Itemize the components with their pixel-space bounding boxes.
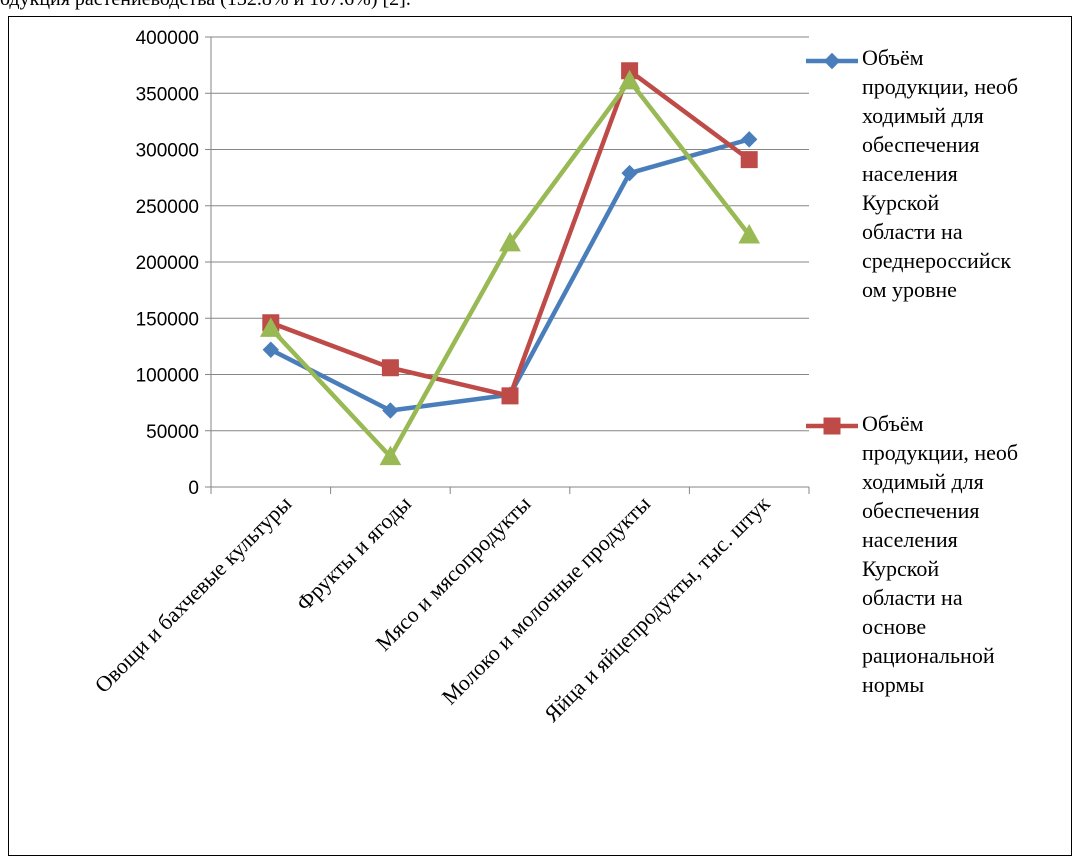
- y-axis-tick-labels: 0 50000 100000 150000 200000 250000 300000 3500…: [136, 28, 199, 499]
- preceding-text-line: одукция растениеводства (132.8% и 107.6%…: [0, 0, 411, 11]
- legend-label-series-1: Объём продукции, необ ходимый для обеспе…: [862, 45, 1019, 302]
- x-tick-label: Яйца и яйцепродукты, тыс. штук: [539, 491, 775, 727]
- series-2-point: [740, 151, 758, 169]
- x-tick-label: Молоко и молочные продукты: [437, 491, 656, 710]
- y-tick-label: 250000: [136, 197, 199, 218]
- legend-marker-series-2: [823, 417, 841, 435]
- y-tick-label: 150000: [136, 309, 199, 330]
- y-tick-label: 300000: [136, 141, 199, 162]
- y-tick-label: 400000: [136, 28, 199, 49]
- y-tick-label: 100000: [136, 366, 199, 387]
- x-tick-label: Овощи и бахчевые культуры: [90, 491, 297, 698]
- series-1-point: [382, 402, 399, 419]
- axes: [205, 36, 810, 494]
- legend-marker-series-1: [823, 52, 841, 70]
- series-3-point: [618, 69, 641, 90]
- legend-markers: [806, 52, 858, 435]
- series-1-point: [262, 341, 280, 358]
- y-tick-label: 50000: [146, 422, 199, 443]
- series-2-point: [381, 359, 399, 377]
- y-tick-label: 200000: [136, 253, 199, 274]
- series-3-point: [499, 231, 521, 252]
- y-tick-label: 350000: [136, 84, 199, 105]
- data-series: [259, 62, 761, 466]
- series-1-line: [268, 137, 752, 413]
- series-3-point: [379, 445, 402, 466]
- series-3-point: [259, 317, 282, 337]
- series-1-point: [621, 164, 638, 182]
- gridlines: [211, 36, 809, 432]
- y-tick-label: 0: [188, 478, 199, 499]
- series-1-point: [740, 131, 758, 148]
- legend-label-series-2: Объём продукции, необ ходимый для обеспе…: [862, 411, 1019, 697]
- series-2-point: [501, 387, 519, 405]
- series-3-point: [738, 223, 761, 244]
- x-tick-label: Фрукты и ягоды: [291, 491, 416, 616]
